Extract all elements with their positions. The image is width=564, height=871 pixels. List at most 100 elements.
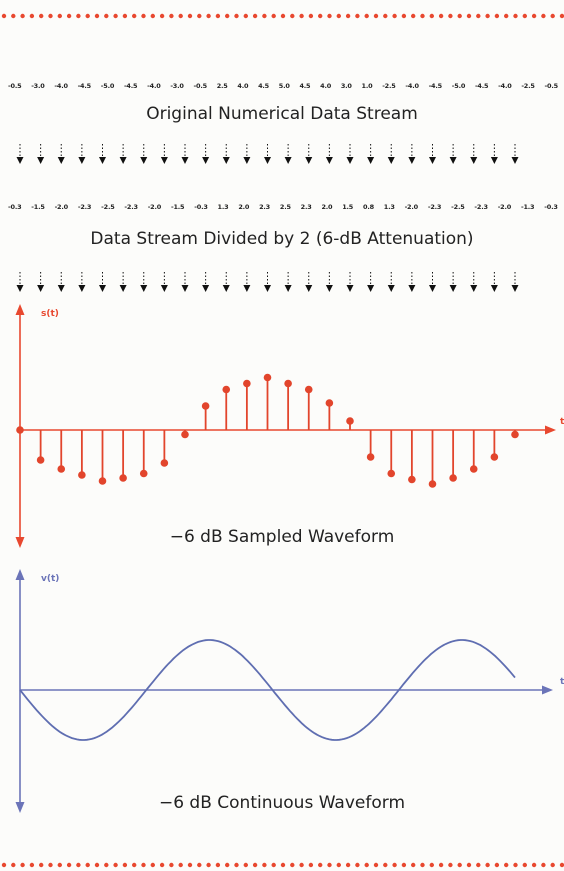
- border-dot: [20, 13, 25, 19]
- down-arrow-icon: [99, 272, 106, 292]
- border-dot: [11, 862, 16, 868]
- stream-value: -4.0: [54, 82, 68, 90]
- stream-value: -1.5: [170, 203, 185, 211]
- down-arrow-icon: [429, 144, 436, 164]
- stream-value: -2.5: [451, 203, 465, 211]
- down-arrow-icon: [78, 144, 86, 164]
- sample-stem: [36, 430, 45, 464]
- sample-stem: [243, 379, 251, 430]
- border-dot: [457, 13, 462, 19]
- stream-value: 2.5: [279, 203, 291, 211]
- sample-stem: [304, 385, 313, 430]
- border-dot: [494, 862, 500, 868]
- border-dot: [104, 862, 109, 868]
- sampled-waveform-caption: −6 dB Sampled Waveform: [169, 527, 395, 547]
- border-dot: [504, 13, 509, 19]
- border-dot: [206, 862, 211, 868]
- border-dot: [429, 13, 434, 19]
- border-dot: [206, 13, 211, 19]
- border-dot: [225, 862, 230, 868]
- stream-value: -2.5: [382, 82, 396, 90]
- v-axis-up-arrow-icon: [15, 569, 25, 580]
- top-dotted-border: [1, 13, 564, 19]
- down-arrow-icon: [284, 144, 292, 164]
- sample-stem: [139, 430, 148, 478]
- border-dot: [271, 862, 276, 868]
- border-dot: [66, 862, 72, 868]
- border-dot: [485, 862, 490, 868]
- divided-data-stream-title: Data Stream Divided by 2 (6-dB Attenuati…: [90, 229, 474, 249]
- border-dot: [85, 13, 90, 19]
- stream-value: 2.3: [300, 203, 312, 211]
- stream-value: 1.3: [383, 203, 395, 211]
- stream-value: -0.5: [8, 82, 22, 90]
- stream-value: 5.0: [278, 82, 290, 90]
- border-dot: [345, 13, 351, 19]
- border-dot: [113, 862, 118, 868]
- stream-value: 1.0: [361, 82, 373, 90]
- stream-value: -2.3: [124, 203, 138, 211]
- border-dot: [327, 13, 332, 19]
- stream-value: -2.0: [147, 203, 162, 211]
- stream-value: -4.5: [474, 82, 489, 90]
- border-dot: [466, 862, 472, 868]
- v-axis-down-arrow-icon: [15, 802, 25, 813]
- border-dot: [122, 862, 128, 868]
- border-dot: [299, 862, 304, 868]
- border-dot: [39, 13, 44, 19]
- sample-stem: [408, 430, 416, 484]
- original-data-stream-title: Original Numerical Data Stream: [146, 104, 418, 124]
- down-arrow-icon: [243, 144, 251, 164]
- sample-stem: [387, 430, 396, 478]
- border-dot: [150, 13, 155, 19]
- border-dot: [541, 862, 546, 868]
- stream-value: -3.0: [31, 82, 45, 90]
- down-arrow-icon: [140, 272, 148, 292]
- border-dot: [187, 13, 193, 19]
- border-dot: [392, 862, 397, 868]
- sample-stem: [511, 430, 519, 439]
- down-arrow-icon: [119, 144, 127, 164]
- down-arrow-icon: [284, 272, 292, 292]
- border-dot: [299, 13, 304, 19]
- down-arrow-icon: [140, 144, 148, 164]
- stream-value: 2.3: [259, 203, 271, 211]
- down-arrow-icon: [243, 272, 251, 292]
- border-dot: [11, 13, 16, 19]
- down-arrow-icon: [202, 272, 210, 292]
- stream-value: -2.5: [521, 82, 535, 90]
- border-dot: [504, 862, 509, 868]
- border-dot: [197, 862, 202, 868]
- sample-stem: [57, 430, 66, 473]
- stream-value: -2.0: [404, 203, 419, 211]
- border-dot: [113, 13, 118, 19]
- sample-stem: [78, 430, 86, 479]
- border-dot: [420, 862, 425, 868]
- border-dot: [280, 13, 286, 19]
- stream-value: 4.0: [320, 82, 332, 90]
- sample-stem: [16, 426, 24, 434]
- border-dot: [76, 862, 81, 868]
- sample-stem: [98, 430, 107, 485]
- border-dot: [373, 13, 379, 19]
- border-dot: [1, 13, 7, 19]
- down-arrow-icon: [449, 144, 457, 164]
- border-dot: [57, 862, 62, 868]
- border-dot: [76, 13, 81, 19]
- down-arrow-icon: [160, 272, 168, 292]
- stream-value: 4.5: [258, 82, 269, 90]
- down-arrow-icon: [408, 144, 416, 164]
- border-dot: [494, 13, 500, 19]
- down-arrow-icon: [222, 144, 230, 164]
- stream-value: -0.3: [194, 203, 208, 211]
- border-dot: [187, 862, 193, 868]
- border-dot: [234, 13, 239, 19]
- border-dot: [178, 13, 183, 19]
- border-dot: [66, 13, 72, 19]
- stream-value: 1.5: [342, 203, 354, 211]
- down-arrow-icon: [160, 144, 168, 164]
- border-dot: [48, 862, 53, 868]
- border-dot: [448, 13, 453, 19]
- border-dot: [559, 13, 564, 19]
- border-dot: [550, 862, 555, 868]
